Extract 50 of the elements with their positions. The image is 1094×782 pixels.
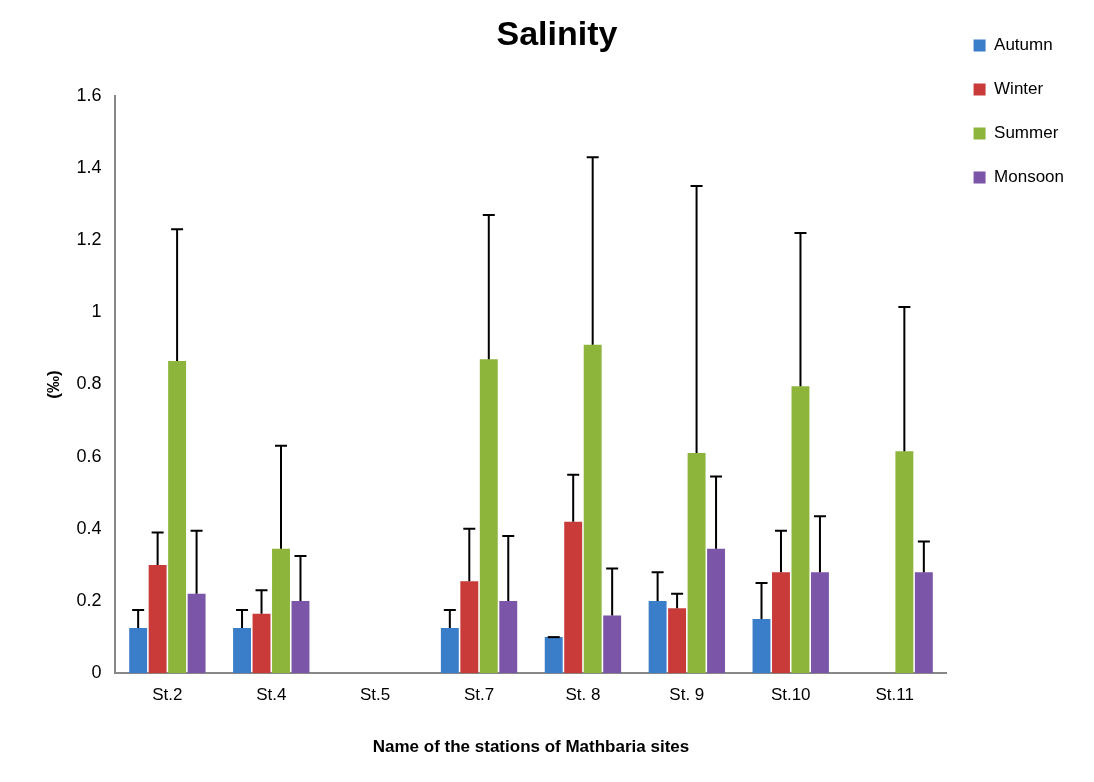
x-tick-label: St.7 <box>463 685 495 705</box>
y-tick-label: 0.8 <box>76 373 102 394</box>
bar <box>668 608 687 674</box>
bar <box>233 628 251 674</box>
y-tick-label: 1.4 <box>76 156 102 177</box>
y-tick-label: 1.6 <box>76 84 102 105</box>
bar <box>583 344 602 674</box>
bar <box>440 628 459 674</box>
legend-label: Winter <box>994 79 1044 99</box>
bar <box>687 453 706 674</box>
y-axis-title: (‰) <box>43 370 63 399</box>
bar <box>479 359 498 674</box>
y-tick-label: 0.2 <box>76 589 102 610</box>
bar <box>752 619 771 674</box>
bar <box>272 548 290 674</box>
bar <box>168 361 187 674</box>
y-tick-label: 0.4 <box>76 517 102 538</box>
bar <box>291 601 310 674</box>
bar <box>895 451 914 674</box>
y-tick-label: 0 <box>91 662 102 683</box>
x-axis-title: Name of the stations of Mathbaria sites <box>372 737 690 757</box>
bar <box>499 601 518 674</box>
bar <box>707 548 726 674</box>
bar <box>460 581 479 674</box>
bar <box>252 613 271 674</box>
x-tick-label: St.4 <box>256 685 287 705</box>
bar <box>187 593 206 674</box>
bar <box>148 564 167 674</box>
bar <box>129 628 148 674</box>
legend-label: Monsoon <box>994 167 1064 187</box>
legend-label: Summer <box>994 123 1059 143</box>
x-tick-label: St.2 <box>152 685 183 705</box>
bar <box>914 572 933 674</box>
x-tick-label: St. 8 <box>565 685 601 705</box>
x-tick-label: St.10 <box>770 685 811 705</box>
y-tick-label: 1.2 <box>76 229 102 250</box>
bar <box>648 601 667 674</box>
legend-label: Autumn <box>994 35 1053 55</box>
x-tick-label: St.11 <box>875 685 914 705</box>
bar <box>603 615 622 674</box>
bar <box>810 572 829 674</box>
chart-title: Salinity <box>496 13 618 52</box>
bar <box>791 386 810 674</box>
bar <box>544 637 563 674</box>
bar <box>772 572 790 674</box>
bar <box>564 521 583 674</box>
x-tick-label: St.5 <box>360 685 391 705</box>
y-tick-label: 0.6 <box>76 445 102 466</box>
x-tick-label: St. 9 <box>669 685 705 705</box>
y-tick-label: 1 <box>91 301 102 322</box>
